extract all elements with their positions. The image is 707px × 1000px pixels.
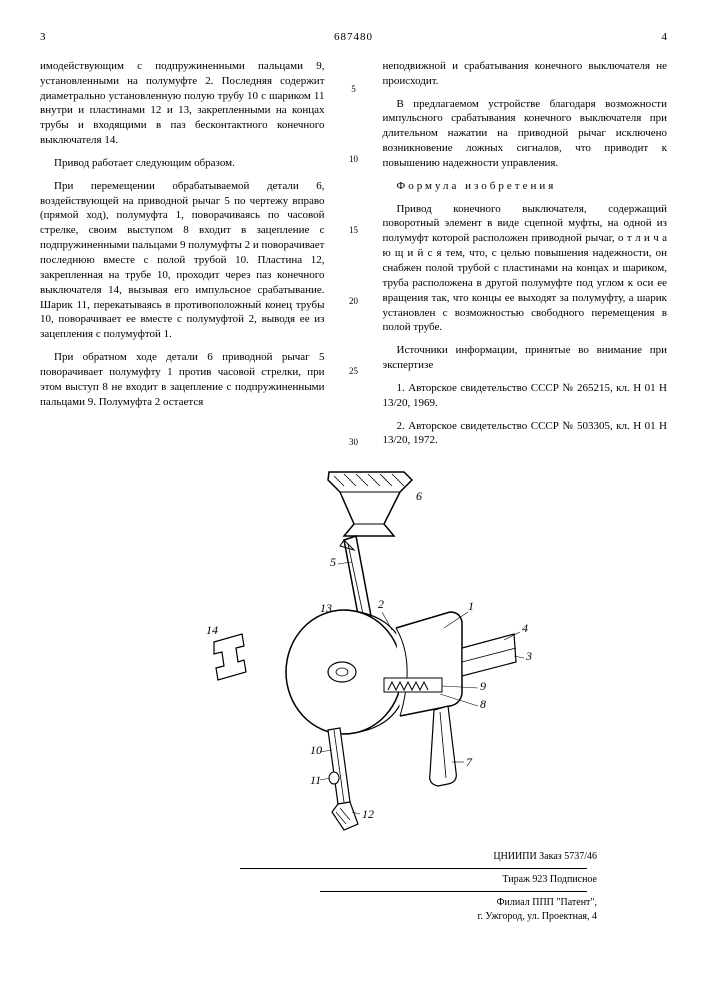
paragraph: Привод конечного выключателя, содержащий… [383, 202, 668, 336]
left-column: имодействующим с подпружиненными пальцам… [40, 59, 325, 456]
footer-order: ЦНИИПИ Заказ 5737/46 [493, 851, 597, 862]
line-marker: 15 [347, 224, 361, 236]
fig-label-12: 12 [362, 807, 374, 821]
fig-label-13: 13 [320, 601, 332, 615]
figure: 6 5 14 [40, 462, 667, 842]
fig-part-6 [328, 472, 412, 536]
paragraph: В предлагаемом устройстве благодаря возм… [383, 97, 668, 171]
fig-label-5: 5 [330, 555, 336, 569]
footer-rule [320, 891, 587, 892]
paragraph: При обратном ходе детали 6 приводной рыч… [40, 350, 325, 409]
paragraph: имодействующим с подпружиненными пальцам… [40, 59, 325, 148]
imprint-footer: ЦНИИПИ Заказ 5737/46 Тираж 923 Подписное… [40, 850, 667, 924]
paragraph: 2. Авторское свидетельство СССР № 503305… [383, 419, 668, 449]
paragraph: При перемещении обрабатываемой детали 6,… [40, 179, 325, 342]
fig-label-9: 9 [480, 679, 486, 693]
footer-rule [240, 868, 587, 869]
mechanism-diagram: 6 5 14 [144, 462, 564, 842]
page-header: 3 687480 4 [40, 30, 667, 45]
line-marker: 10 [347, 153, 361, 165]
page-number-left: 3 [40, 30, 46, 45]
fig-label-6: 6 [416, 489, 422, 503]
fig-label-3: 3 [525, 649, 532, 663]
page-number-right: 4 [662, 30, 668, 45]
paragraph: Привод работает следующим образом. [40, 156, 325, 171]
footer-address: г. Ужгород, ул. Проектная, 4 [477, 911, 597, 922]
line-marker: 30 [347, 436, 361, 448]
fig-part-7 [429, 706, 456, 786]
fig-label-1: 1 [468, 599, 474, 613]
footer-branch: Филиал ППП "Патент", [497, 897, 597, 908]
fig-label-8: 8 [480, 697, 486, 711]
formula-heading: Формула изобретения [383, 179, 668, 194]
paragraph: неподвижной и срабатывания конечного вык… [383, 59, 668, 89]
line-marker: 5 [347, 83, 361, 95]
line-marker: 20 [347, 295, 361, 307]
right-column: неподвижной и срабатывания конечного вык… [383, 59, 668, 456]
fig-label-11: 11 [310, 773, 321, 787]
fig-part-10 [328, 728, 358, 830]
fig-label-10: 10 [310, 743, 322, 757]
paragraph: 1. Авторское свидетельство СССР № 265215… [383, 381, 668, 411]
footer-tirazh: Тираж 923 Подписное [502, 874, 597, 885]
text-columns: имодействующим с подпружиненными пальцам… [40, 59, 667, 456]
fig-label-7: 7 [466, 755, 473, 769]
fig-label-4: 4 [522, 621, 528, 635]
fig-coupling [286, 610, 516, 734]
paragraph: Источники информации, принятые во вниман… [383, 343, 668, 373]
line-number-gutter: 5 10 15 20 25 30 [347, 59, 361, 456]
fig-label-14: 14 [206, 623, 218, 637]
fig-part-14 [214, 634, 246, 680]
document-number: 687480 [334, 30, 373, 45]
line-marker: 25 [347, 365, 361, 377]
fig-label-2: 2 [378, 597, 384, 611]
